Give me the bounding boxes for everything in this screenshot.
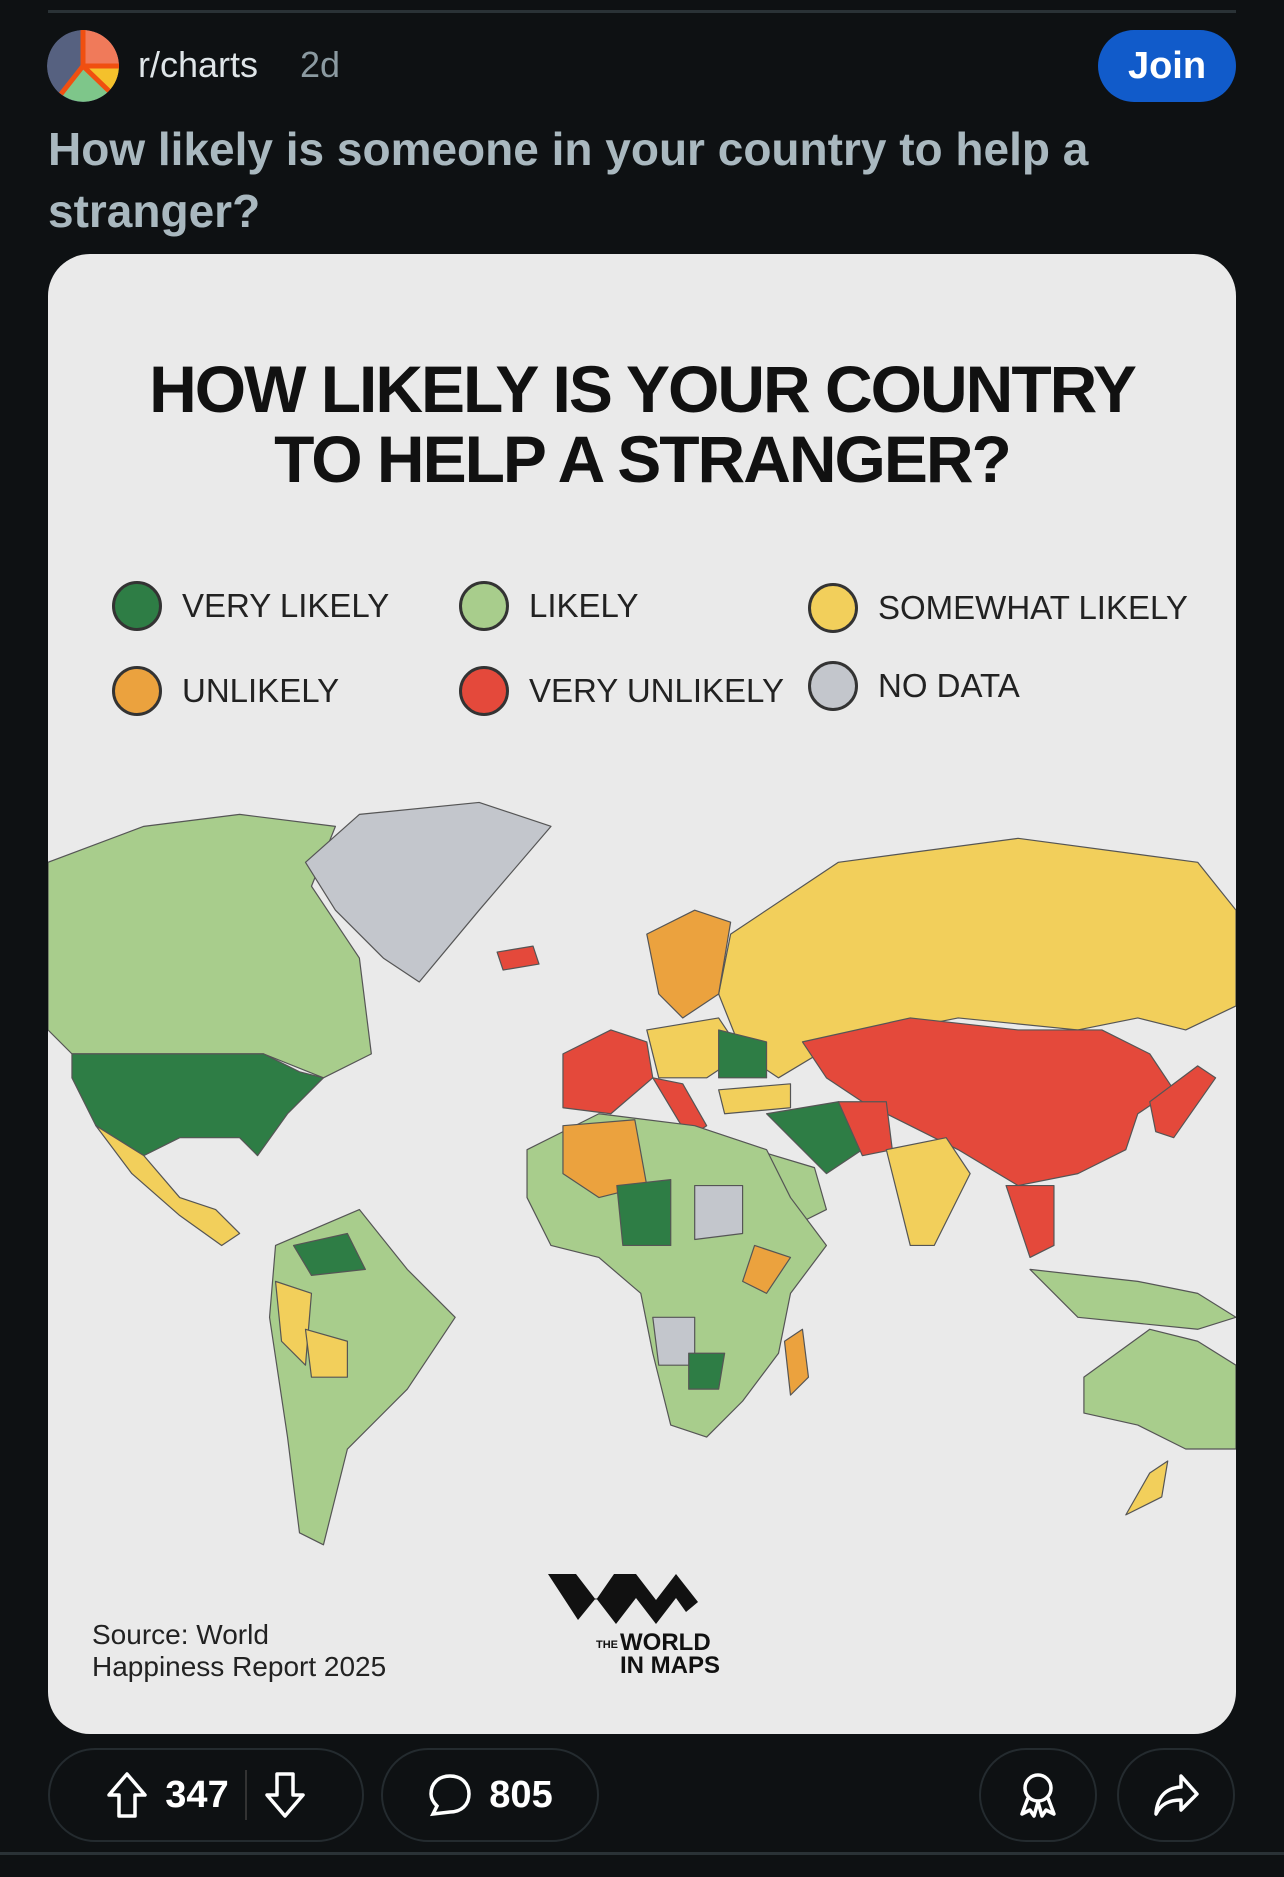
join-button[interactable]: Join	[1098, 30, 1236, 102]
legend-swatch	[112, 666, 162, 716]
upvote-count: 347	[165, 1773, 229, 1816]
post-title[interactable]: How likely is someone in your country to…	[48, 123, 1089, 237]
subreddit-avatar[interactable]	[47, 30, 119, 102]
vote-separator	[244, 1770, 247, 1820]
legend-label: NO DATA	[878, 667, 1020, 704]
new-zealand	[1125, 1460, 1169, 1516]
legend-swatch	[459, 666, 509, 716]
legend-label: SOMEWHAT LIKELY	[878, 589, 1188, 626]
svg-text:THE: THE	[596, 1639, 618, 1651]
post-age: 2d	[300, 44, 341, 85]
southern-africa	[688, 1352, 726, 1390]
legend-swatch	[808, 583, 858, 633]
downvote-icon[interactable]	[263, 1771, 307, 1819]
sudan	[694, 1184, 744, 1241]
legend-label: LIKELY	[529, 587, 639, 624]
svg-text:IN MAPS: IN MAPS	[620, 1652, 720, 1676]
legend-very-likely: VERY LIKELY	[112, 581, 389, 631]
world-in-maps-logo: THE WORLD IN MAPS	[548, 1566, 738, 1679]
east-africa	[741, 1244, 792, 1294]
madagascar	[783, 1328, 810, 1396]
map-title: HOW LIKELY IS YOUR COUNTRY TO HELP A STR…	[48, 354, 1236, 494]
legend-no-data: NO DATA	[808, 661, 1020, 711]
legend-very-unlikely: VERY UNLIKELY	[459, 666, 784, 716]
japan	[1149, 1065, 1217, 1139]
eastern-europe	[718, 1029, 768, 1079]
world-map	[48, 801, 1236, 1546]
top-divider	[48, 10, 1236, 13]
source-line-1: Source: World	[92, 1619, 269, 1650]
southeast-asia	[1005, 1184, 1055, 1259]
comments-button[interactable]: 805	[381, 1748, 599, 1842]
legend-somewhat-likely: SOMEWHAT LIKELY	[808, 583, 1188, 633]
venezuela	[292, 1232, 366, 1276]
peru	[274, 1280, 313, 1366]
scandinavia	[646, 909, 732, 1019]
iran	[765, 1101, 863, 1175]
legend-swatch	[808, 661, 858, 711]
legend-swatch	[459, 581, 509, 631]
post-image[interactable]: HOW LIKELY IS YOUR COUNTRY TO HELP A STR…	[48, 254, 1236, 1734]
india	[885, 1137, 971, 1247]
source-text: Source: World Happiness Report 2025	[92, 1619, 386, 1683]
legend-label: VERY UNLIKELY	[529, 672, 784, 709]
usa	[71, 1053, 325, 1157]
comment-icon	[429, 1774, 472, 1817]
pie-chart-logo-icon	[47, 30, 119, 102]
share-icon	[1154, 1774, 1199, 1816]
turkey	[718, 1083, 792, 1115]
western-europe	[562, 1029, 654, 1115]
indonesia	[1029, 1268, 1236, 1330]
legend-unlikely: UNLIKELY	[112, 666, 339, 716]
vote-bar: 347	[48, 1748, 364, 1842]
map-title-line-2: TO HELP A STRANGER?	[274, 422, 1012, 496]
legend-likely: LIKELY	[459, 581, 638, 631]
legend-swatch	[112, 581, 162, 631]
australia	[1083, 1328, 1236, 1450]
award-button[interactable]	[979, 1748, 1097, 1842]
award-icon	[1020, 1773, 1056, 1818]
bottom-divider	[0, 1852, 1284, 1855]
greenland	[304, 801, 552, 983]
subreddit-name[interactable]: r/charts	[138, 44, 259, 85]
south-america	[268, 1208, 456, 1546]
svg-text:WORLD: WORLD	[620, 1629, 711, 1656]
upvote-icon[interactable]	[105, 1771, 149, 1819]
legend-label: VERY LIKELY	[182, 587, 390, 624]
mexico	[95, 1125, 241, 1247]
wm-logo-icon: THE WORLD IN MAPS	[548, 1574, 720, 1679]
source-line-2: Happiness Report 2025	[92, 1651, 387, 1682]
italy	[652, 1077, 708, 1139]
map-title-line-1: HOW LIKELY IS YOUR COUNTRY	[149, 352, 1137, 426]
iceland	[496, 945, 540, 971]
comment-count: 805	[489, 1773, 553, 1816]
bolivia	[304, 1328, 348, 1378]
west-africa	[616, 1179, 672, 1247]
share-button[interactable]	[1117, 1748, 1235, 1842]
legend-label: UNLIKELY	[182, 672, 340, 709]
